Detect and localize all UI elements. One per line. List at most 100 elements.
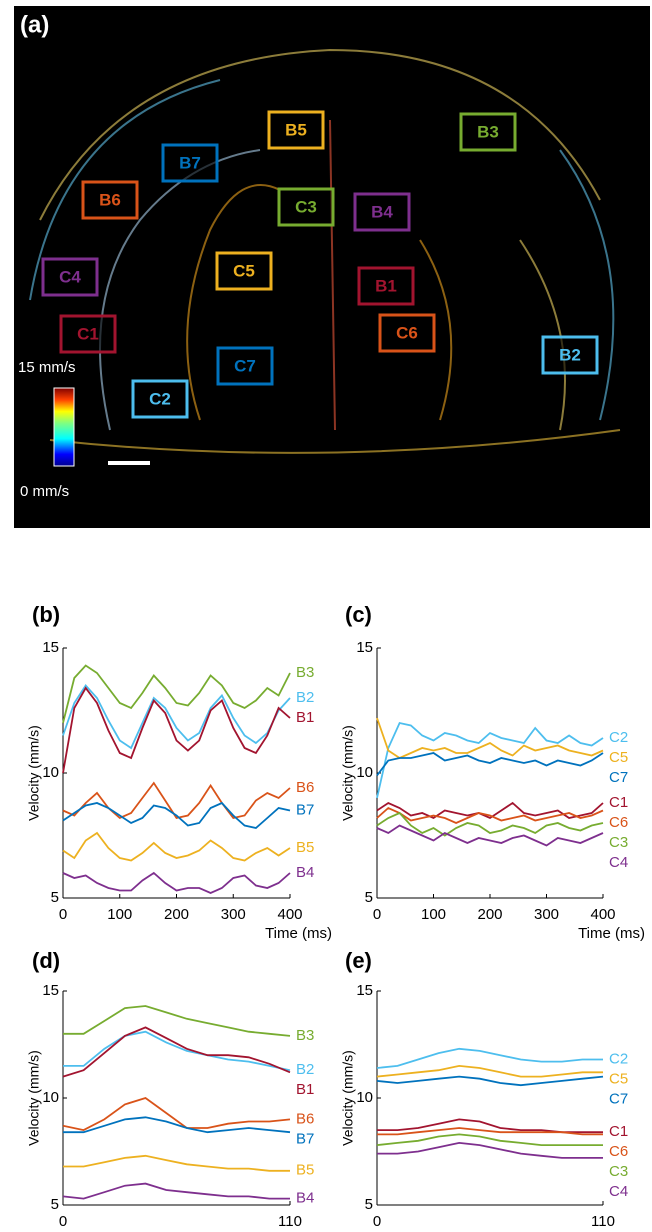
legend-label: B6 — [296, 1110, 314, 1127]
callout-label: B4 — [371, 202, 393, 221]
series-line — [63, 1006, 290, 1036]
series-line — [377, 718, 603, 758]
callout-label: C6 — [396, 323, 418, 342]
callout-label: B7 — [179, 153, 201, 172]
panel-label: (d) — [32, 948, 60, 973]
colorbar — [54, 388, 74, 466]
y-tick-label: 15 — [356, 639, 373, 656]
x-tick-label: 0 — [59, 906, 67, 923]
legend-label: C6 — [609, 814, 628, 831]
y-tick-label: 10 — [42, 1089, 59, 1106]
y-tick-label: 10 — [356, 764, 373, 781]
x-tick-label: 110 — [278, 1213, 302, 1230]
legend-label: B1 — [296, 709, 314, 726]
series-line — [377, 1066, 603, 1077]
x-tick-label: 200 — [164, 906, 189, 923]
legend-label: B4 — [296, 1190, 314, 1207]
y-tick-label: 5 — [365, 1196, 373, 1213]
series-line — [377, 1049, 603, 1068]
y-tick-label: 5 — [51, 1196, 59, 1213]
x-tick-label: 400 — [590, 906, 615, 923]
legend-label: B3 — [296, 1027, 314, 1044]
y-tick-label: 15 — [42, 982, 59, 999]
legend-label: B2 — [296, 689, 314, 706]
series-line — [63, 833, 290, 861]
colorbar-max-label: 15 mm/s — [18, 359, 76, 376]
series-line — [63, 1184, 290, 1199]
series-line — [63, 1027, 290, 1076]
legend-label: B2 — [296, 1061, 314, 1078]
legend-label: C7 — [609, 1090, 628, 1107]
callout-label: B2 — [559, 345, 581, 364]
legend-label: C4 — [609, 1183, 628, 1200]
callout-label: C1 — [77, 324, 99, 343]
series-line — [377, 753, 603, 776]
legend-label: B5 — [296, 1162, 314, 1179]
legend-label: C4 — [609, 854, 628, 871]
legend-label: C5 — [609, 1070, 628, 1087]
x-axis-label: Time (ms) — [578, 925, 645, 942]
y-tick-label: 10 — [356, 1089, 373, 1106]
legend-label: C2 — [609, 729, 628, 746]
y-axis-label: Velocity (mm/s) — [26, 725, 42, 821]
legend-label: C3 — [609, 1163, 628, 1180]
y-axis-label: Velocity (mm/s) — [340, 1050, 356, 1146]
series-line — [63, 803, 290, 828]
x-axis-label: Time (ms) — [265, 925, 332, 942]
callout-label: C3 — [295, 197, 317, 216]
series-line — [63, 783, 290, 818]
series-line — [63, 873, 290, 893]
panel-label: (c) — [345, 602, 372, 627]
legend-label: B6 — [296, 779, 314, 796]
y-tick-label: 5 — [51, 889, 59, 906]
callout-label: C2 — [149, 389, 171, 408]
y-tick-label: 15 — [356, 982, 373, 999]
callout-label: B6 — [99, 190, 121, 209]
y-tick-label: 5 — [365, 889, 373, 906]
x-tick-label: 100 — [107, 906, 132, 923]
panel-label: (a) — [20, 11, 49, 38]
panel-label: (b) — [32, 602, 60, 627]
colorbar-min-label: 0 mm/s — [20, 483, 69, 500]
legend-label: B1 — [296, 1081, 314, 1098]
legend-label: B3 — [296, 664, 314, 681]
callout-label: B1 — [375, 276, 397, 295]
x-tick-label: 0 — [373, 906, 381, 923]
series-line — [377, 1077, 603, 1086]
legend-label: C1 — [609, 794, 628, 811]
callout-label: C7 — [234, 356, 256, 375]
x-tick-label: 300 — [534, 906, 559, 923]
legend-label: C2 — [609, 1050, 628, 1067]
series-line — [63, 1156, 290, 1171]
legend-label: B4 — [296, 864, 314, 881]
series-line — [63, 1032, 290, 1071]
legend-label: C1 — [609, 1123, 628, 1140]
y-tick-label: 15 — [42, 639, 59, 656]
legend-label: C3 — [609, 834, 628, 851]
y-axis-label: Velocity (mm/s) — [26, 1050, 42, 1146]
x-tick-label: 400 — [277, 906, 302, 923]
legend-label: B7 — [296, 1130, 314, 1147]
legend-label: C5 — [609, 749, 628, 766]
callout-label: C4 — [59, 267, 81, 286]
series-line — [63, 666, 290, 724]
panel-label: (e) — [345, 948, 372, 973]
x-tick-label: 300 — [221, 906, 246, 923]
callout-label: C5 — [233, 261, 255, 280]
legend-label: C6 — [609, 1143, 628, 1160]
x-tick-label: 200 — [477, 906, 502, 923]
y-axis-label: Velocity (mm/s) — [340, 725, 356, 821]
callout-label: B5 — [285, 120, 307, 139]
x-tick-label: 100 — [421, 906, 446, 923]
legend-label: B7 — [296, 801, 314, 818]
x-tick-label: 0 — [59, 1213, 67, 1230]
callout-label: B3 — [477, 122, 499, 141]
figure: (a) 15 mm/s 0 mm/s B5 B3 B7 B6 C3 B4 C5 C4 B1 C1 C… — [0, 0, 652, 1232]
y-tick-label: 10 — [42, 764, 59, 781]
legend-label: C7 — [609, 769, 628, 786]
x-tick-label: 0 — [373, 1213, 381, 1230]
x-tick-label: 110 — [591, 1213, 615, 1230]
series-line — [377, 723, 603, 798]
series-line — [377, 1134, 603, 1145]
legend-label: B5 — [296, 839, 314, 856]
